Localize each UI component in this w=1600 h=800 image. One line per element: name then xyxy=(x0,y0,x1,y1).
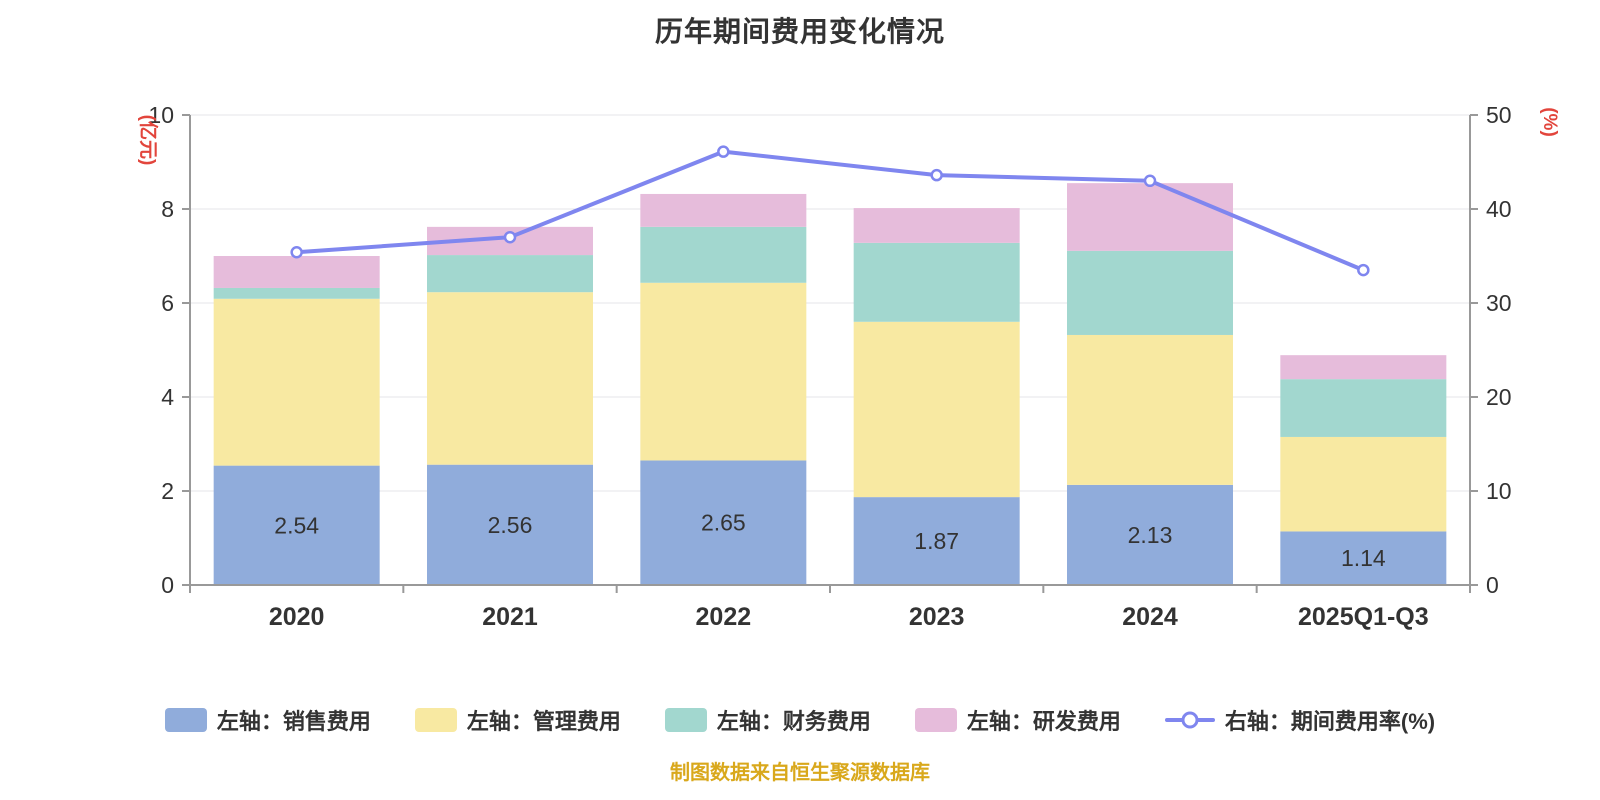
bar-segment xyxy=(640,226,807,283)
chart-title: 历年期间费用变化情况 xyxy=(654,16,945,47)
bar-value-label: 2.56 xyxy=(488,512,533,538)
legend-swatch xyxy=(664,708,707,732)
right-axis-unit-label: (%) xyxy=(1539,107,1560,137)
right-axis-tick-label: 20 xyxy=(1486,384,1512,410)
left-axis-tick-label: 2 xyxy=(161,478,174,504)
rate-line-marker xyxy=(503,230,517,244)
bar-segment xyxy=(853,208,1020,243)
legend-item[interactable]: 左轴：研发费用 xyxy=(914,704,1121,736)
bar-segment xyxy=(1067,250,1233,335)
legend-item[interactable]: 左轴：管理费用 xyxy=(414,704,621,736)
legend-item[interactable]: 左轴：销售费用 xyxy=(164,704,371,736)
bar-segment xyxy=(427,255,593,293)
bar-segment xyxy=(213,465,380,585)
legend-line-swatch xyxy=(1164,708,1215,732)
legend-item[interactable]: 左轴：财务费用 xyxy=(664,704,871,736)
bar-segment xyxy=(853,321,1020,498)
bar-segment xyxy=(640,460,807,585)
right-axis-tick-label: 0 xyxy=(1486,572,1499,598)
bar-segment xyxy=(640,193,807,227)
bar-value-label: 1.87 xyxy=(914,528,959,554)
left-axis-tick-label: 0 xyxy=(161,572,174,598)
bar-segment xyxy=(1280,531,1447,585)
bar-segment xyxy=(213,287,380,299)
bar-segment xyxy=(213,298,380,466)
chart-legend: 左轴：销售费用 左轴：管理费用 左轴：财务费用 左轴：研发费用 右轴：期间费用率(%) xyxy=(0,704,1600,736)
left-axis-tick-label: 8 xyxy=(161,196,174,222)
x-axis-category-label: 2023 xyxy=(909,603,965,631)
x-axis-category-label: 2022 xyxy=(696,603,752,631)
rate-line-marker xyxy=(1357,263,1370,277)
rate-line xyxy=(294,149,1366,273)
bar-segment xyxy=(1280,436,1447,532)
right-axis-tick-label: 50 xyxy=(1486,102,1512,128)
legend-label: 左轴：财务费用 xyxy=(716,709,871,734)
bar-segment xyxy=(427,292,593,465)
bar-segment xyxy=(1067,484,1233,585)
bar-value-label: 2.65 xyxy=(701,510,746,536)
left-axis-unit-label: (亿元) xyxy=(137,115,160,166)
bar-value-label: 1.14 xyxy=(1341,545,1386,571)
legend-label: 左轴：研发费用 xyxy=(966,709,1121,734)
bar-segment xyxy=(853,242,1020,322)
bar-segment xyxy=(853,497,1020,585)
bar-value-label: 2.54 xyxy=(274,512,319,538)
x-axis-category-label: 2024 xyxy=(1122,603,1178,631)
rate-line-marker xyxy=(717,145,730,158)
legend-label: 左轴：管理费用 xyxy=(466,709,621,734)
x-axis-category-label: 2021 xyxy=(482,603,538,631)
rate-line-marker xyxy=(1143,174,1157,188)
x-axis-category-label: 2020 xyxy=(269,603,325,631)
rate-line-marker xyxy=(930,168,943,182)
data-source-note: 制图数据来自恒生聚源数据库 xyxy=(670,762,930,784)
right-axis-tick-label: 10 xyxy=(1486,478,1512,504)
left-axis-tick-label: 4 xyxy=(161,384,174,410)
bar-segment xyxy=(1280,355,1447,380)
right-axis-tick-label: 40 xyxy=(1486,196,1512,222)
left-axis-tick-label: 6 xyxy=(161,290,174,316)
bar-value-label: 2.13 xyxy=(1128,522,1173,548)
right-axis-tick-label: 30 xyxy=(1486,290,1512,316)
bar-segment xyxy=(427,464,593,585)
bar-segment xyxy=(640,282,807,461)
legend-marker-circle xyxy=(1181,711,1199,729)
legend-swatch xyxy=(914,708,957,732)
bar-segment xyxy=(1067,334,1233,485)
legend-label: 右轴：期间费用率(%) xyxy=(1224,709,1436,734)
bar-segment xyxy=(1280,379,1447,437)
left-axis-tick-label: 10 xyxy=(148,102,174,128)
x-axis-category-label: 2025Q1-Q3 xyxy=(1298,603,1429,631)
legend-label: 左轴：销售费用 xyxy=(216,709,371,734)
rate-line-marker xyxy=(290,245,303,259)
legend-swatch xyxy=(164,708,207,732)
legend-swatch xyxy=(414,708,457,732)
legend-item[interactable]: 右轴：期间费用率(%) xyxy=(1164,704,1436,736)
bar-segment xyxy=(213,256,380,288)
bar-segment xyxy=(1067,183,1233,251)
